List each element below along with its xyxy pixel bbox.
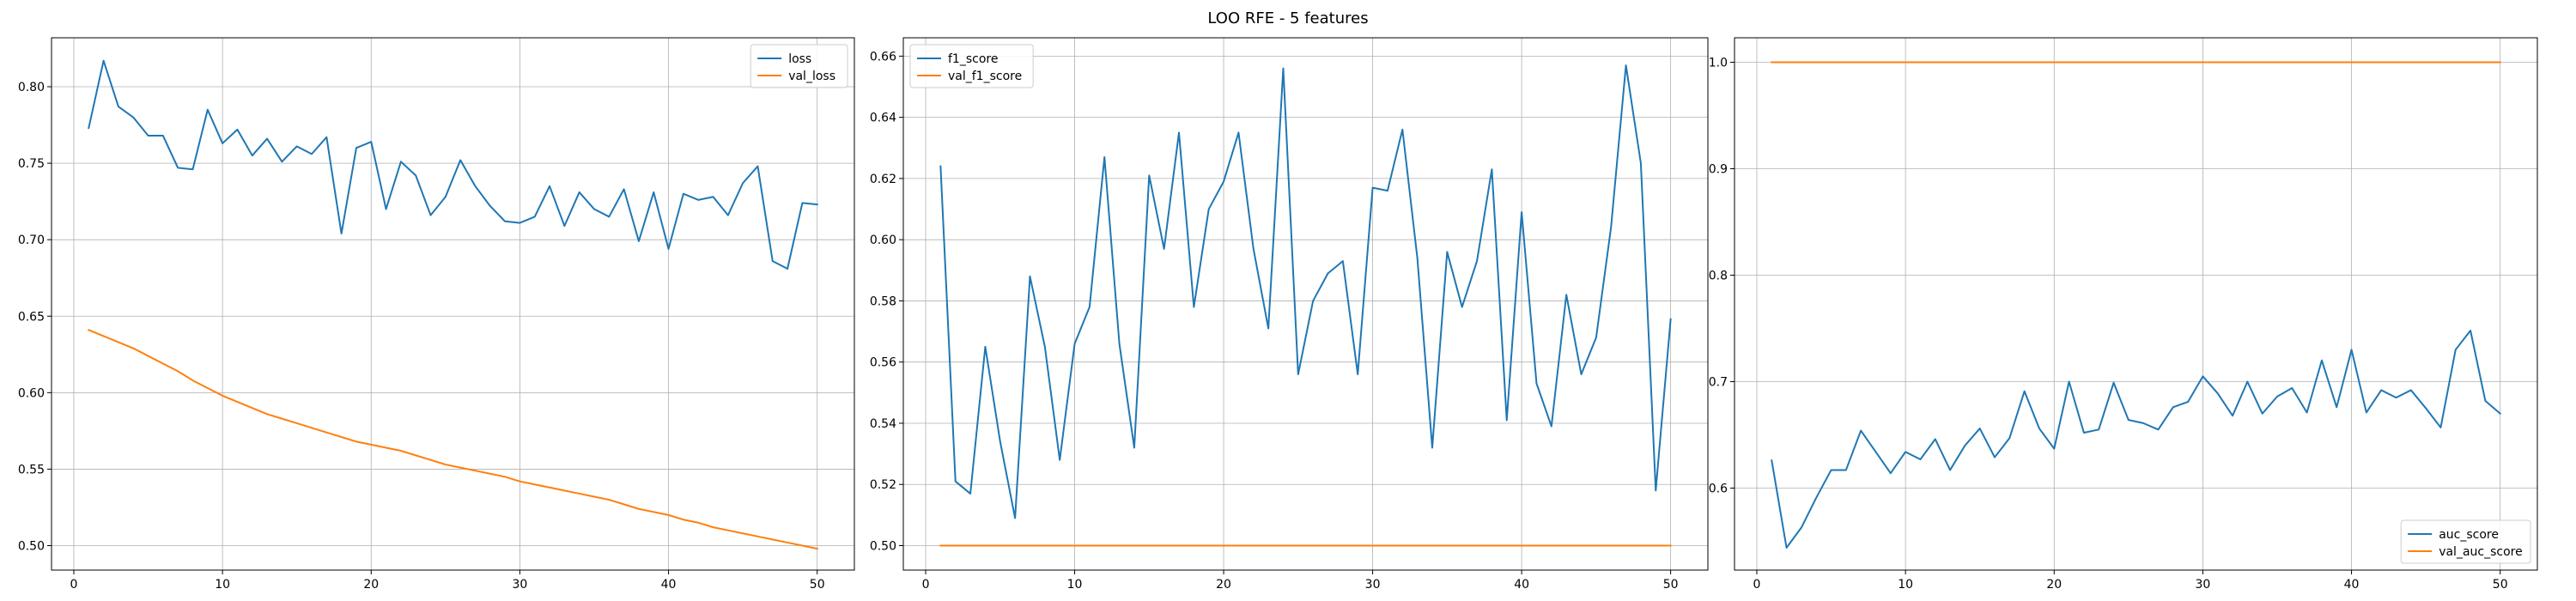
axes-frame [1734,37,2538,571]
x-tick-label: 40 [661,578,677,592]
y-tick-label: 0.60 [870,234,896,247]
y-tick-label: 0.75 [18,157,45,171]
series-line-auc-score [1771,330,2502,549]
loss-subplot: 0 10 20 30 40 50 0.50 0.55 0.60 0.65 0.70 0.75 0.80 l… [18,37,855,592]
x-tick-label: 30 [513,578,528,592]
x-tick-label: 10 [1898,578,1913,592]
y-tick-label: 0.62 [870,173,896,186]
x-tick-label: 20 [363,578,379,592]
y-tick-label: 0.50 [870,539,896,553]
y-tick-label: 0.8 [1709,270,1728,283]
x-tick-label: 0 [70,578,78,592]
legend-label-val-loss: val_loss [788,70,835,83]
series-line-f1-score [939,64,1672,519]
legend-box [2400,519,2531,564]
legend: auc_score val_auc_score [2400,519,2531,564]
x-tick-label: 40 [2344,578,2360,592]
y-tick-label: 0.80 [18,81,45,94]
x-tick-label: 0 [1753,578,1761,592]
legend-label-val-auc-score: val_auc_score [2439,545,2523,559]
x-tick-label: 20 [1216,578,1231,592]
y-tick-label: 0.70 [18,234,45,247]
legend-box [909,44,1034,88]
y-tick-label: 0.9 [1709,163,1728,177]
x-tick-label: 50 [2493,578,2508,592]
x-tick-label: 40 [1514,578,1529,592]
y-tick-label: 0.54 [870,417,896,431]
legend-box [750,44,848,88]
y-tick-label: 0.64 [870,112,896,125]
series-line-loss [88,59,818,270]
legend-label-val-f1-score: val_f1_score [948,70,1022,83]
y-tick-label: 0.66 [870,50,896,64]
y-tick-label: 0.52 [870,478,896,492]
y-tick-label: 0.55 [18,463,45,477]
legend: loss val_loss [750,44,848,88]
x-tick-label: 10 [1067,578,1083,592]
series-line-val-loss [87,328,818,550]
y-tick-label: 0.65 [18,310,45,324]
legend-label-f1-score: f1_score [948,52,998,66]
legend-label-auc-score: auc_score [2439,528,2499,542]
figure-suptitle: LOO RFE - 5 features [1207,9,1368,27]
x-tick-label: 0 [922,578,930,592]
y-tick-label: 0.6 [1709,483,1728,496]
axes-frame [51,37,855,571]
axes-frame [902,37,1709,571]
legend-label-loss: loss [788,52,811,66]
x-tick-label: 30 [2196,578,2211,592]
auc-score-subplot: 0 10 20 30 40 50 0.6 0.7 0.8 0.9 1.0 auc_score val_a… [1709,37,2538,592]
legend: f1_score val_f1_score [909,44,1034,88]
y-tick-label: 1.0 [1709,57,1728,70]
x-tick-label: 50 [810,578,825,592]
x-tick-label: 20 [2046,578,2062,592]
y-tick-label: 0.56 [870,356,896,370]
y-tick-label: 0.58 [870,294,896,308]
x-tick-label: 10 [215,578,230,592]
y-tick-label: 0.60 [18,386,45,400]
x-tick-label: 30 [1365,578,1381,592]
f1-score-subplot: 0 10 20 30 40 50 0.50 0.52 0.54 0.56 0.58 0.60 0.62 0… [870,37,1709,592]
y-tick-label: 0.50 [18,539,45,553]
x-tick-label: 50 [1663,578,1679,592]
y-tick-label: 0.7 [1709,376,1728,390]
